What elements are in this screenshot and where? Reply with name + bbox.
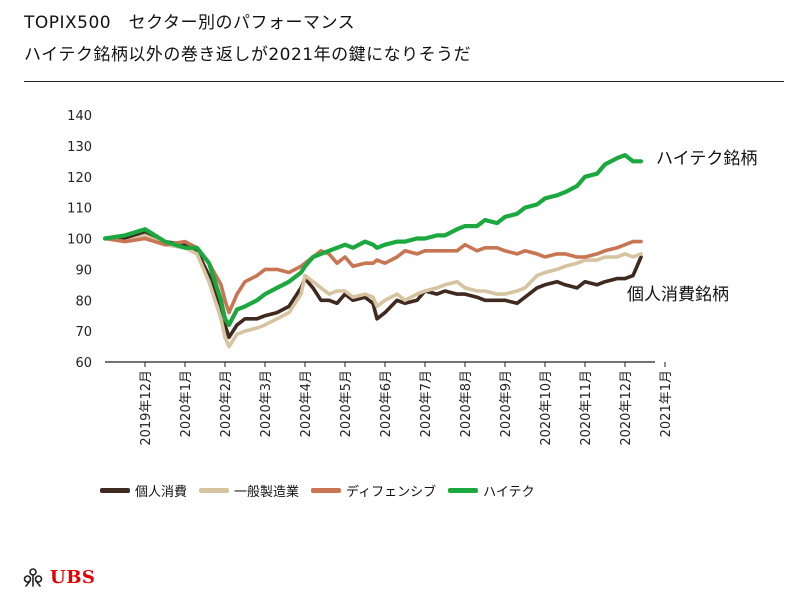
legend-item: 個人消費 [100,481,187,500]
x-tick-label: 2020年5月 [339,370,354,437]
series-lines [102,153,644,349]
x-tick-label: 2020年2月 [219,370,234,437]
series-line-1 [103,233,643,349]
legend-label: ハイテク [483,485,535,500]
keys-logo-icon [23,568,43,587]
y-tick-label: 110 [67,202,92,217]
x-tick-label: 2020年4月 [299,370,314,437]
y-tick-label: 60 [75,356,92,371]
legend-item: ハイテク [448,481,535,500]
x-tick-label: 2020年12月 [619,370,634,446]
legend-swatch [311,488,342,493]
y-tick-label: 100 [67,233,92,248]
y-tick-label: 120 [67,171,92,186]
series-line-3 [102,153,644,327]
x-tick-label: 2020年10月 [539,370,554,446]
legend-item: ディフェンシブ [311,481,436,500]
series-line-0 [103,230,643,340]
brand-name: UBS [50,566,96,588]
legend-label: 個人消費 [135,485,188,500]
x-tick-label: 2019年12月 [139,370,154,446]
legend-item: 一般製造業 [199,481,299,500]
legend-label: ディフェンシブ [346,485,437,500]
y-tick-label: 130 [67,140,92,155]
brand-logo: UBS [22,566,95,588]
y-tick-label: 140 [67,109,92,124]
x-tick-label: 2020年3月 [259,370,274,437]
legend-swatch [199,488,230,493]
y-axis: 60 70 80 90 100 110 120 130 140 [67,109,92,371]
title-divider [24,81,784,82]
x-tick-label: 2020年11月 [579,370,594,446]
page-title: TOPIX500 セクター別のパフォーマンス [24,13,356,33]
y-tick-label: 70 [75,325,92,340]
legend-swatch [448,488,479,493]
legend-label: 一般製造業 [234,485,300,500]
legend-swatch [100,488,130,493]
series-line-2 [103,236,643,315]
x-tick-label: 2021年1月 [659,370,674,437]
annotation-label: 個人消費銘柄 [627,285,729,305]
y-tick-label: 90 [75,263,92,278]
page-subtitle: ハイテク銘柄以外の巻き返しが2021年の鍵になりそうだ [24,45,472,65]
x-tick-label: 2020年8月 [459,370,474,437]
chart-legend: 個人消費 一般製造業 ディフェンシブ ハイテク [100,481,547,500]
x-tick-label: 2020年6月 [379,370,394,437]
x-tick-label: 2020年9月 [499,370,514,437]
annotation-label: ハイテク銘柄 [656,149,757,169]
x-axis: 2019年12月 2020年1月 2020年2月 2020年3月 2020年4月 2020… [105,361,674,446]
x-tick-label: 2020年1月 [179,370,194,437]
y-tick-label: 80 [75,294,92,309]
x-tick-label: 2020年7月 [419,370,434,437]
